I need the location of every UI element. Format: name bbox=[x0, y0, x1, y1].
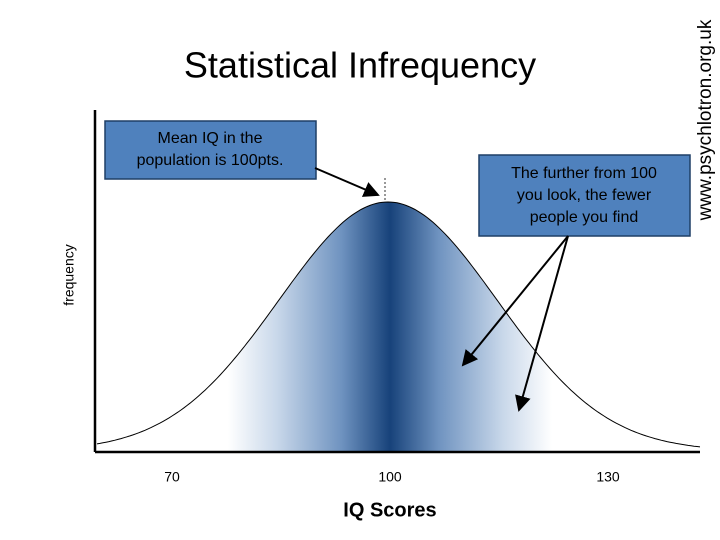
arrow bbox=[314, 167, 380, 197]
x-axis-label: IQ Scores bbox=[343, 499, 436, 521]
title: Statistical Infrequency bbox=[184, 45, 536, 86]
x-tick-label: 130 bbox=[596, 469, 620, 485]
callout-text: population is 100pts. bbox=[137, 152, 284, 169]
x-tick-label: 70 bbox=[164, 469, 180, 485]
callout-text: The further from 100 bbox=[511, 165, 657, 182]
callout-box bbox=[478, 154, 691, 237]
arrow bbox=[461, 235, 569, 367]
bell-curve-fill bbox=[97, 202, 700, 451]
watermark: www.psychlotron.org.uk bbox=[695, 19, 716, 221]
callout-text: Mean IQ in the bbox=[158, 130, 263, 147]
callout-box bbox=[104, 120, 317, 180]
callout-text: people you find bbox=[530, 209, 639, 226]
callout-text: you look, the fewer bbox=[517, 187, 652, 204]
arrow bbox=[515, 235, 569, 412]
bell-curve bbox=[96, 201, 701, 448]
y-axis-label: frequency bbox=[61, 244, 77, 305]
x-tick-label: 100 bbox=[378, 469, 402, 485]
